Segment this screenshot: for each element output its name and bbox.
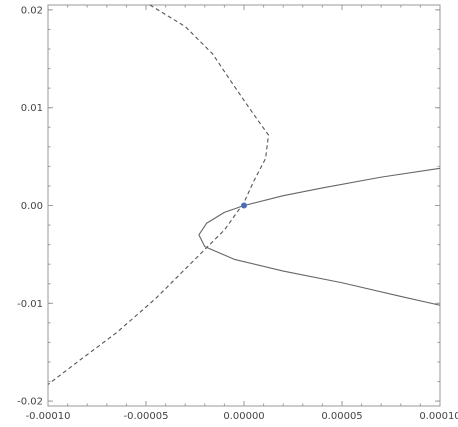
x-tick-label: 0.00000 bbox=[223, 411, 264, 422]
axis-layer: -0.00010 -0.00005 0.00000 0.00005 0.00010 -0.… bbox=[17, 5, 458, 422]
x-tick-label: 0.00005 bbox=[321, 411, 362, 422]
x-tick-label: -0.00005 bbox=[124, 411, 169, 422]
series-line-dashed-0 bbox=[47, 4, 270, 385]
x-tick-label: -0.00010 bbox=[26, 411, 71, 422]
x-tick-label: 0.00010 bbox=[419, 411, 458, 422]
y-tick-label: -0.01 bbox=[17, 299, 43, 310]
y-tick-label: -0.02 bbox=[17, 397, 43, 408]
y-tick-label: 0.01 bbox=[21, 103, 43, 114]
marker-layer bbox=[241, 202, 247, 209]
series-line-solid-1 bbox=[198, 167, 441, 306]
equilibrium-point-0 bbox=[241, 202, 247, 209]
y-tick-label: 0.02 bbox=[21, 5, 43, 16]
y-tick-label: 0.00 bbox=[21, 201, 43, 212]
series-layer bbox=[47, 4, 441, 385]
